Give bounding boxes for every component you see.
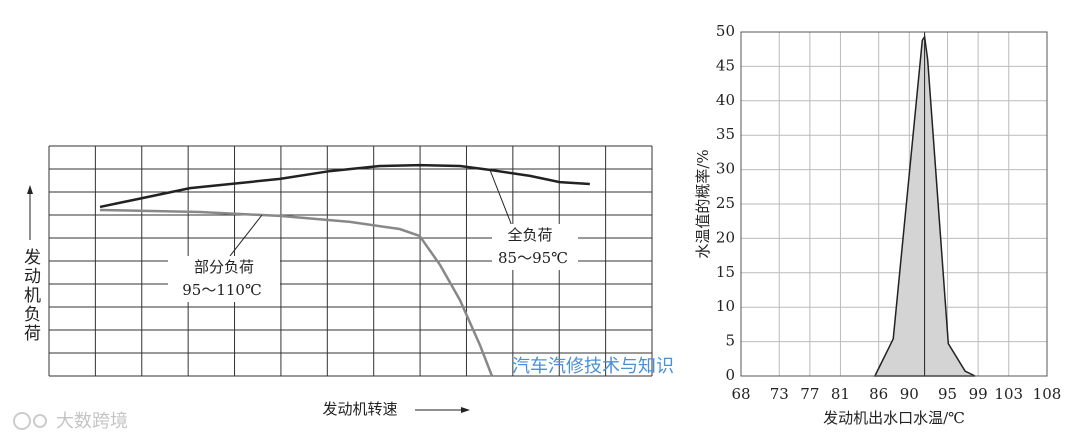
label-bg bbox=[492, 224, 578, 270]
y-tick-label: 15 bbox=[716, 263, 735, 281]
watermark: 汽车汽修技术与知识 bbox=[512, 356, 674, 377]
x-axis-label: 发动机出水口水温/℃ bbox=[823, 409, 965, 427]
y-arrowhead bbox=[27, 185, 33, 194]
series-label: 全负荷 bbox=[507, 226, 552, 244]
y-axis-label: 发动机负荷 bbox=[20, 248, 41, 343]
x-arrowhead bbox=[461, 407, 470, 413]
x-tick-label: 68 bbox=[731, 385, 750, 403]
x-tick-label: 99 bbox=[969, 385, 988, 403]
series-label: 部分负荷 bbox=[194, 258, 254, 276]
annotation: 85～95℃ bbox=[498, 249, 568, 267]
x-axis-label: 发动机转速 bbox=[322, 400, 397, 418]
y-tick-label: 35 bbox=[716, 125, 735, 143]
leader-line bbox=[489, 169, 513, 227]
y-tick-label: 25 bbox=[716, 194, 735, 212]
x-tick-label: 73 bbox=[770, 385, 789, 403]
label-bg bbox=[168, 256, 280, 302]
left-chart: 全负荷 85～95℃ 部分负荷 95～110℃ bbox=[48, 145, 653, 377]
y-tick-label: 45 bbox=[716, 56, 735, 74]
x-tick-label: 103 bbox=[994, 385, 1023, 403]
annotation: 95～110℃ bbox=[182, 281, 262, 299]
y-tick-label: 30 bbox=[716, 160, 735, 178]
y-tick-label: 40 bbox=[716, 91, 735, 109]
x-tick-label: 81 bbox=[831, 385, 850, 403]
watermark-logo bbox=[33, 414, 47, 428]
overlay: 发动机转速 发动机负荷 汽车汽修技术与知识 大数跨境 bbox=[13, 185, 674, 432]
plot-frame bbox=[740, 31, 1048, 377]
x-tick-label: 86 bbox=[869, 385, 888, 403]
y-tick-label: 0 bbox=[725, 366, 735, 384]
x-tick-label: 77 bbox=[800, 385, 819, 403]
x-tick-label: 95 bbox=[938, 385, 957, 403]
right-chart: 0 5 10 15 20 25 30 35 40 45 50 68 73 77 81 86 90 95 99 103 1… bbox=[694, 22, 1061, 427]
y-axis-label: 水温值的概率/% bbox=[694, 149, 712, 258]
y-tick-label: 20 bbox=[716, 228, 735, 246]
x-tick-label: 90 bbox=[900, 385, 919, 403]
watermark-logo bbox=[13, 412, 31, 430]
x-tick-label: 108 bbox=[1033, 385, 1062, 403]
line-series bbox=[99, 163, 590, 209]
line-series bbox=[99, 208, 494, 377]
y-tick-label: 50 bbox=[716, 22, 735, 40]
y-tick-label: 5 bbox=[725, 332, 735, 350]
y-tick-label: 10 bbox=[716, 297, 735, 315]
leader-line bbox=[229, 214, 263, 257]
watermark: 大数跨境 bbox=[56, 411, 128, 432]
